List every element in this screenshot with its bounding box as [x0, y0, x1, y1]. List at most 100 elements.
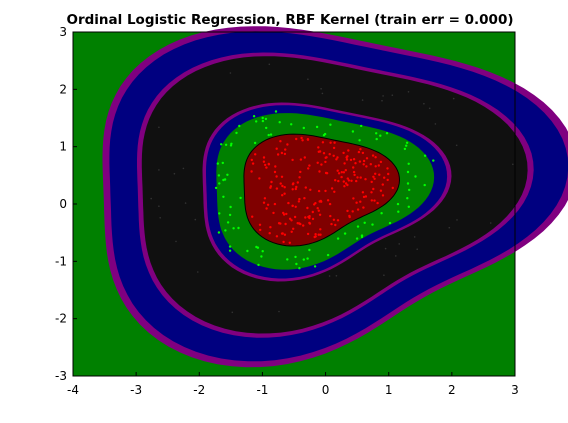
data-point — [336, 219, 340, 222]
data-point — [268, 63, 271, 66]
x-tick-label: 3 — [511, 383, 519, 397]
data-point — [333, 141, 336, 144]
data-point — [391, 94, 394, 96]
data-point — [342, 151, 345, 155]
data-point — [228, 249, 232, 252]
data-point — [352, 166, 355, 169]
data-point — [173, 172, 176, 175]
x-tick-label: -4 — [67, 383, 79, 397]
data-point — [313, 265, 317, 268]
data-point — [342, 180, 345, 183]
data-point — [351, 210, 354, 213]
data-point — [269, 226, 272, 229]
data-point — [379, 189, 383, 192]
data-point — [428, 107, 431, 110]
data-point — [405, 141, 409, 144]
data-point — [275, 235, 279, 238]
data-point — [267, 133, 270, 137]
data-point — [306, 257, 309, 260]
data-point — [306, 206, 309, 210]
data-point — [395, 255, 397, 257]
data-point — [374, 172, 377, 175]
data-point — [238, 124, 241, 128]
data-point — [329, 123, 332, 126]
data-point — [320, 163, 323, 166]
data-point — [318, 170, 321, 173]
data-point — [308, 164, 311, 167]
data-point — [263, 197, 267, 200]
data-point — [274, 110, 278, 113]
data-point — [265, 207, 268, 210]
data-point — [295, 137, 298, 141]
data-point — [406, 170, 410, 174]
data-point — [343, 232, 347, 235]
data-point — [300, 136, 303, 140]
data-point — [264, 117, 268, 121]
data-point — [279, 222, 282, 225]
data-point — [159, 217, 161, 219]
data-point — [302, 258, 305, 261]
data-point — [158, 169, 160, 171]
data-point — [385, 132, 389, 135]
data-point — [355, 237, 359, 240]
data-point — [278, 310, 280, 313]
data-point — [283, 192, 286, 195]
data-point — [423, 102, 425, 105]
data-point — [407, 91, 410, 93]
data-point — [332, 154, 335, 157]
data-point — [352, 197, 355, 200]
data-point — [267, 162, 270, 166]
data-point — [317, 146, 320, 149]
data-point — [343, 185, 346, 188]
data-point — [290, 219, 293, 222]
data-point — [381, 183, 384, 186]
data-point — [250, 158, 253, 162]
data-point — [328, 275, 331, 277]
data-point — [272, 211, 275, 215]
data-point — [279, 182, 282, 185]
data-point — [197, 271, 199, 273]
data-point — [346, 209, 349, 213]
data-point — [291, 204, 294, 208]
data-point — [226, 173, 229, 176]
data-point — [218, 182, 221, 185]
data-point — [306, 138, 310, 141]
data-point — [347, 179, 351, 182]
data-point — [371, 154, 375, 157]
data-point — [381, 99, 383, 102]
data-point — [355, 201, 358, 204]
data-point — [452, 97, 455, 100]
data-point — [317, 189, 321, 193]
data-point — [226, 221, 230, 224]
data-point — [286, 258, 289, 261]
data-point — [288, 217, 292, 220]
data-point — [306, 232, 310, 236]
data-point — [363, 221, 366, 224]
data-point — [456, 219, 458, 221]
data-point — [291, 188, 294, 191]
data-point — [374, 156, 377, 159]
data-point — [194, 218, 197, 221]
data-point — [290, 123, 293, 126]
data-point — [311, 217, 315, 221]
data-point — [282, 240, 285, 244]
data-point — [383, 176, 386, 179]
data-point — [356, 176, 359, 179]
x-tick-label: -2 — [193, 383, 205, 397]
data-point — [408, 188, 411, 192]
data-point — [370, 199, 373, 202]
data-point — [344, 169, 347, 172]
data-point — [318, 200, 321, 203]
data-point — [403, 147, 407, 151]
data-point — [182, 167, 185, 170]
data-point — [423, 154, 427, 157]
data-point — [334, 223, 337, 227]
data-point — [235, 131, 238, 135]
data-point — [512, 163, 514, 166]
x-tick-label: 0 — [322, 383, 330, 397]
data-point — [217, 231, 221, 234]
data-point — [356, 208, 360, 211]
data-point — [293, 215, 297, 219]
data-point — [262, 160, 266, 163]
data-point — [375, 137, 378, 141]
